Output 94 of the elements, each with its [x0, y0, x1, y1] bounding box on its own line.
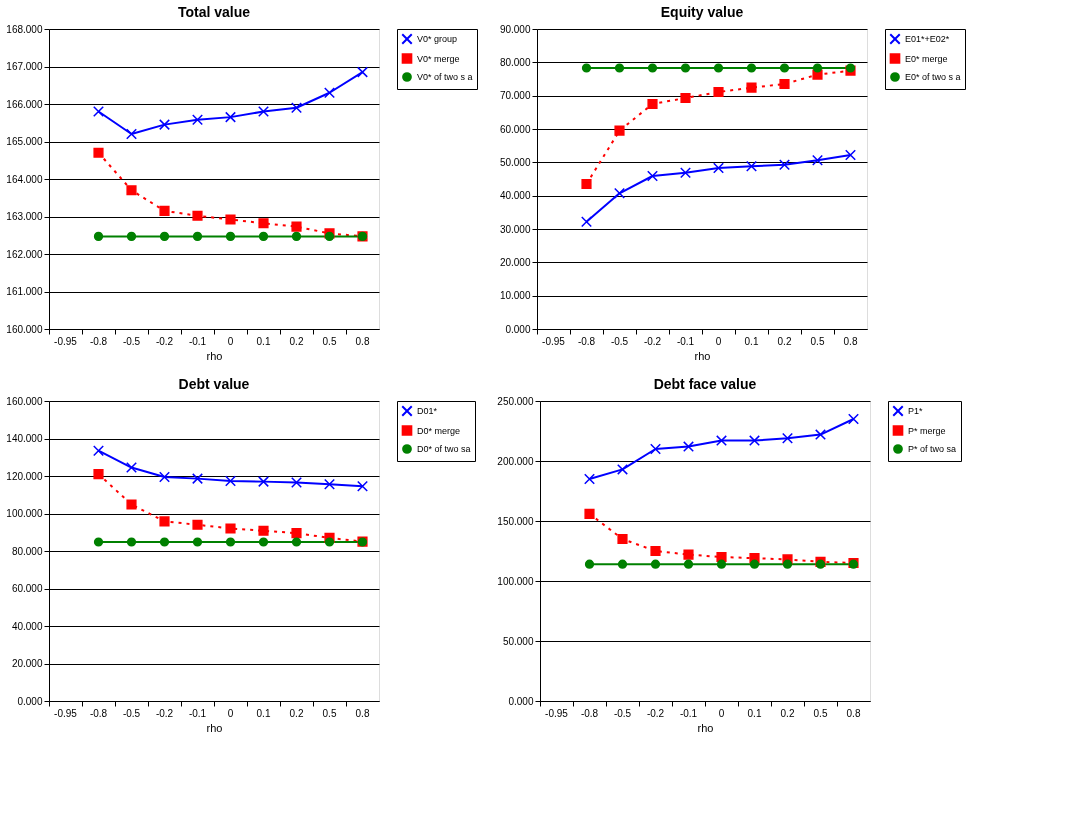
legend-label: P1*	[908, 406, 924, 416]
y-tick-label: 161.000	[6, 286, 43, 297]
x-tick-label: 0.1	[747, 707, 762, 719]
legend-label: P* merge	[908, 425, 946, 436]
y-tick-label: 163.000	[6, 211, 43, 222]
y-tick-label: 40.000	[499, 190, 531, 202]
x-tick-label: -0.1	[188, 707, 207, 719]
x-tick-label: 0.5	[810, 335, 825, 347]
y-tick-label: 0.000	[508, 695, 534, 707]
y-tick-label: 30.000	[499, 223, 531, 235]
x-tick-label: -0.95	[545, 707, 569, 719]
y-tick-label: 90.000	[499, 23, 531, 35]
x-tick-label: 0.5	[813, 707, 828, 719]
y-tick-label: 20.000	[11, 658, 43, 669]
legend-label: E0* of two s a	[905, 72, 961, 82]
x-tick-label: -0.1	[679, 707, 698, 719]
y-tick-label: 167.000	[6, 61, 43, 72]
y-tick-label: 70.000	[499, 90, 531, 102]
legend-label: V0* group	[417, 34, 458, 44]
x-tick-label: 0.5	[322, 335, 337, 347]
x-tick-label: -0.8	[577, 335, 596, 347]
legend-label: E0* merge	[905, 53, 948, 64]
x-tick-label: 0.2	[289, 707, 304, 719]
x-tick-label: 0	[718, 707, 725, 719]
legend-label: D0* merge	[417, 425, 461, 436]
y-tick-label: 165.000	[6, 136, 43, 147]
x-tick-label: -0.5	[122, 335, 141, 347]
x-tick-label: 0	[715, 335, 722, 347]
y-tick-label: 60.000	[499, 123, 531, 135]
y-tick-label: 100.000	[497, 575, 534, 587]
chart-title: Total value	[177, 4, 251, 20]
x-tick-label: 0.1	[256, 335, 271, 347]
x-tick-label: -0.95	[542, 335, 566, 347]
legend-label: V0* merge	[417, 53, 460, 64]
x-tick-label: 0	[227, 335, 234, 347]
y-tick-label: 40.000	[11, 620, 43, 632]
x-tick-label: -0.1	[188, 335, 207, 347]
x-axis-title: rho	[694, 349, 711, 362]
legend-label: D01*	[417, 406, 438, 416]
y-tick-label: 250.000	[497, 395, 534, 407]
y-tick-label: 160.000	[6, 395, 43, 407]
legend-label: V0* of two s a	[417, 72, 473, 82]
x-tick-label: -0.8	[89, 707, 108, 719]
legend-label: D0* of two sa	[417, 444, 471, 454]
y-tick-label: 50.000	[499, 156, 531, 168]
x-tick-label: 0.8	[355, 335, 370, 347]
legend-label: P* of two sa	[908, 444, 957, 454]
x-tick-label: 0.2	[289, 335, 304, 347]
x-axis-title: rho	[206, 349, 223, 362]
x-axis-title: rho	[206, 721, 223, 734]
x-tick-label: 0.8	[846, 707, 861, 719]
x-tick-label: -0.2	[155, 707, 174, 719]
y-tick-label: 162.000	[6, 248, 43, 260]
y-tick-label: 20.000	[499, 256, 531, 268]
y-tick-label: 200.000	[497, 455, 534, 467]
y-tick-label: 140.000	[6, 433, 43, 444]
y-tick-label: 0.000	[17, 695, 43, 707]
y-tick-label: 100.000	[6, 508, 43, 519]
x-tick-label: 0	[227, 707, 234, 719]
chart-title: Debt value	[178, 376, 250, 392]
y-tick-label: 164.000	[6, 173, 43, 185]
y-tick-label: 160.000	[6, 323, 43, 335]
x-tick-label: -0.1	[676, 335, 695, 347]
x-tick-label: 0.1	[256, 707, 271, 719]
x-axis-title: rho	[697, 721, 714, 734]
x-tick-label: -0.2	[643, 335, 662, 347]
x-tick-label: 0.2	[780, 707, 795, 719]
x-tick-label: 0.8	[355, 707, 370, 719]
y-tick-label: 166.000	[6, 98, 43, 110]
y-tick-label: 10.000	[499, 290, 531, 302]
legend-label: E01*+E02*	[905, 34, 950, 44]
x-tick-label: -0.8	[89, 335, 108, 347]
x-tick-label: -0.95	[54, 707, 78, 719]
x-tick-label: -0.5	[122, 707, 141, 719]
y-tick-label: 80.000	[499, 56, 531, 68]
y-tick-label: 80.000	[11, 545, 43, 557]
chart-title: Equity value	[660, 4, 744, 20]
x-tick-label: -0.8	[580, 707, 599, 719]
x-tick-label: 0.8	[843, 335, 858, 347]
x-tick-label: -0.5	[613, 707, 632, 719]
x-tick-label: 0.2	[777, 335, 792, 347]
x-tick-label: -0.2	[646, 707, 665, 719]
y-tick-label: 60.000	[11, 583, 43, 594]
chart-title: Debt face value	[653, 376, 757, 392]
y-tick-label: 0.000	[505, 323, 531, 335]
x-tick-label: 0.5	[322, 707, 337, 719]
y-tick-label: 120.000	[6, 470, 43, 482]
x-tick-label: -0.2	[155, 335, 174, 347]
y-tick-label: 150.000	[497, 515, 534, 527]
y-tick-label: 168.000	[6, 23, 43, 35]
x-tick-label: 0.1	[744, 335, 759, 347]
x-tick-label: -0.95	[54, 335, 78, 347]
x-tick-label: -0.5	[610, 335, 629, 347]
y-tick-label: 50.000	[502, 635, 534, 647]
